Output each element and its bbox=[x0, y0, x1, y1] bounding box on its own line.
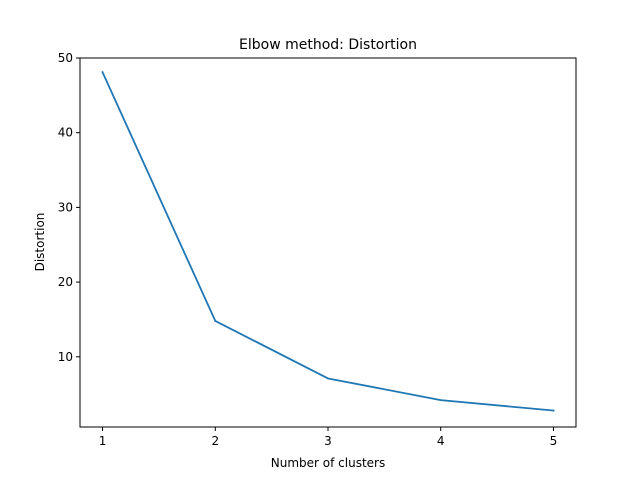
x-axis-ticks: 1 2 3 4 5 bbox=[99, 427, 558, 448]
y-axis-label: Distortion bbox=[33, 213, 47, 272]
x-tick-label: 3 bbox=[324, 434, 332, 448]
x-axis-label: Number of clusters bbox=[271, 456, 385, 470]
x-tick-label: 2 bbox=[211, 434, 219, 448]
y-tick-label: 10 bbox=[58, 350, 73, 364]
plot-area: 1 2 3 4 5 10 20 30 40 50 bbox=[58, 51, 577, 448]
y-tick-label: 30 bbox=[58, 200, 73, 214]
data-point bbox=[552, 409, 555, 412]
data-point bbox=[327, 377, 329, 380]
x-tick-label: 5 bbox=[550, 434, 558, 448]
plot-frame bbox=[79, 57, 577, 428]
chart-title: Elbow method: Distortion bbox=[239, 37, 417, 53]
x-tick-label: 1 bbox=[99, 434, 107, 448]
y-axis-ticks: 10 20 30 40 50 bbox=[58, 51, 80, 364]
y-tick-label: 20 bbox=[58, 275, 73, 289]
x-tick-label: 4 bbox=[437, 434, 445, 448]
y-tick-label: 50 bbox=[58, 51, 73, 65]
data-point bbox=[214, 320, 217, 322]
data-point bbox=[101, 71, 104, 74]
y-tick-label: 40 bbox=[58, 126, 73, 140]
series-layer bbox=[101, 70, 555, 412]
plot-background bbox=[80, 58, 576, 427]
data-point bbox=[439, 399, 442, 402]
